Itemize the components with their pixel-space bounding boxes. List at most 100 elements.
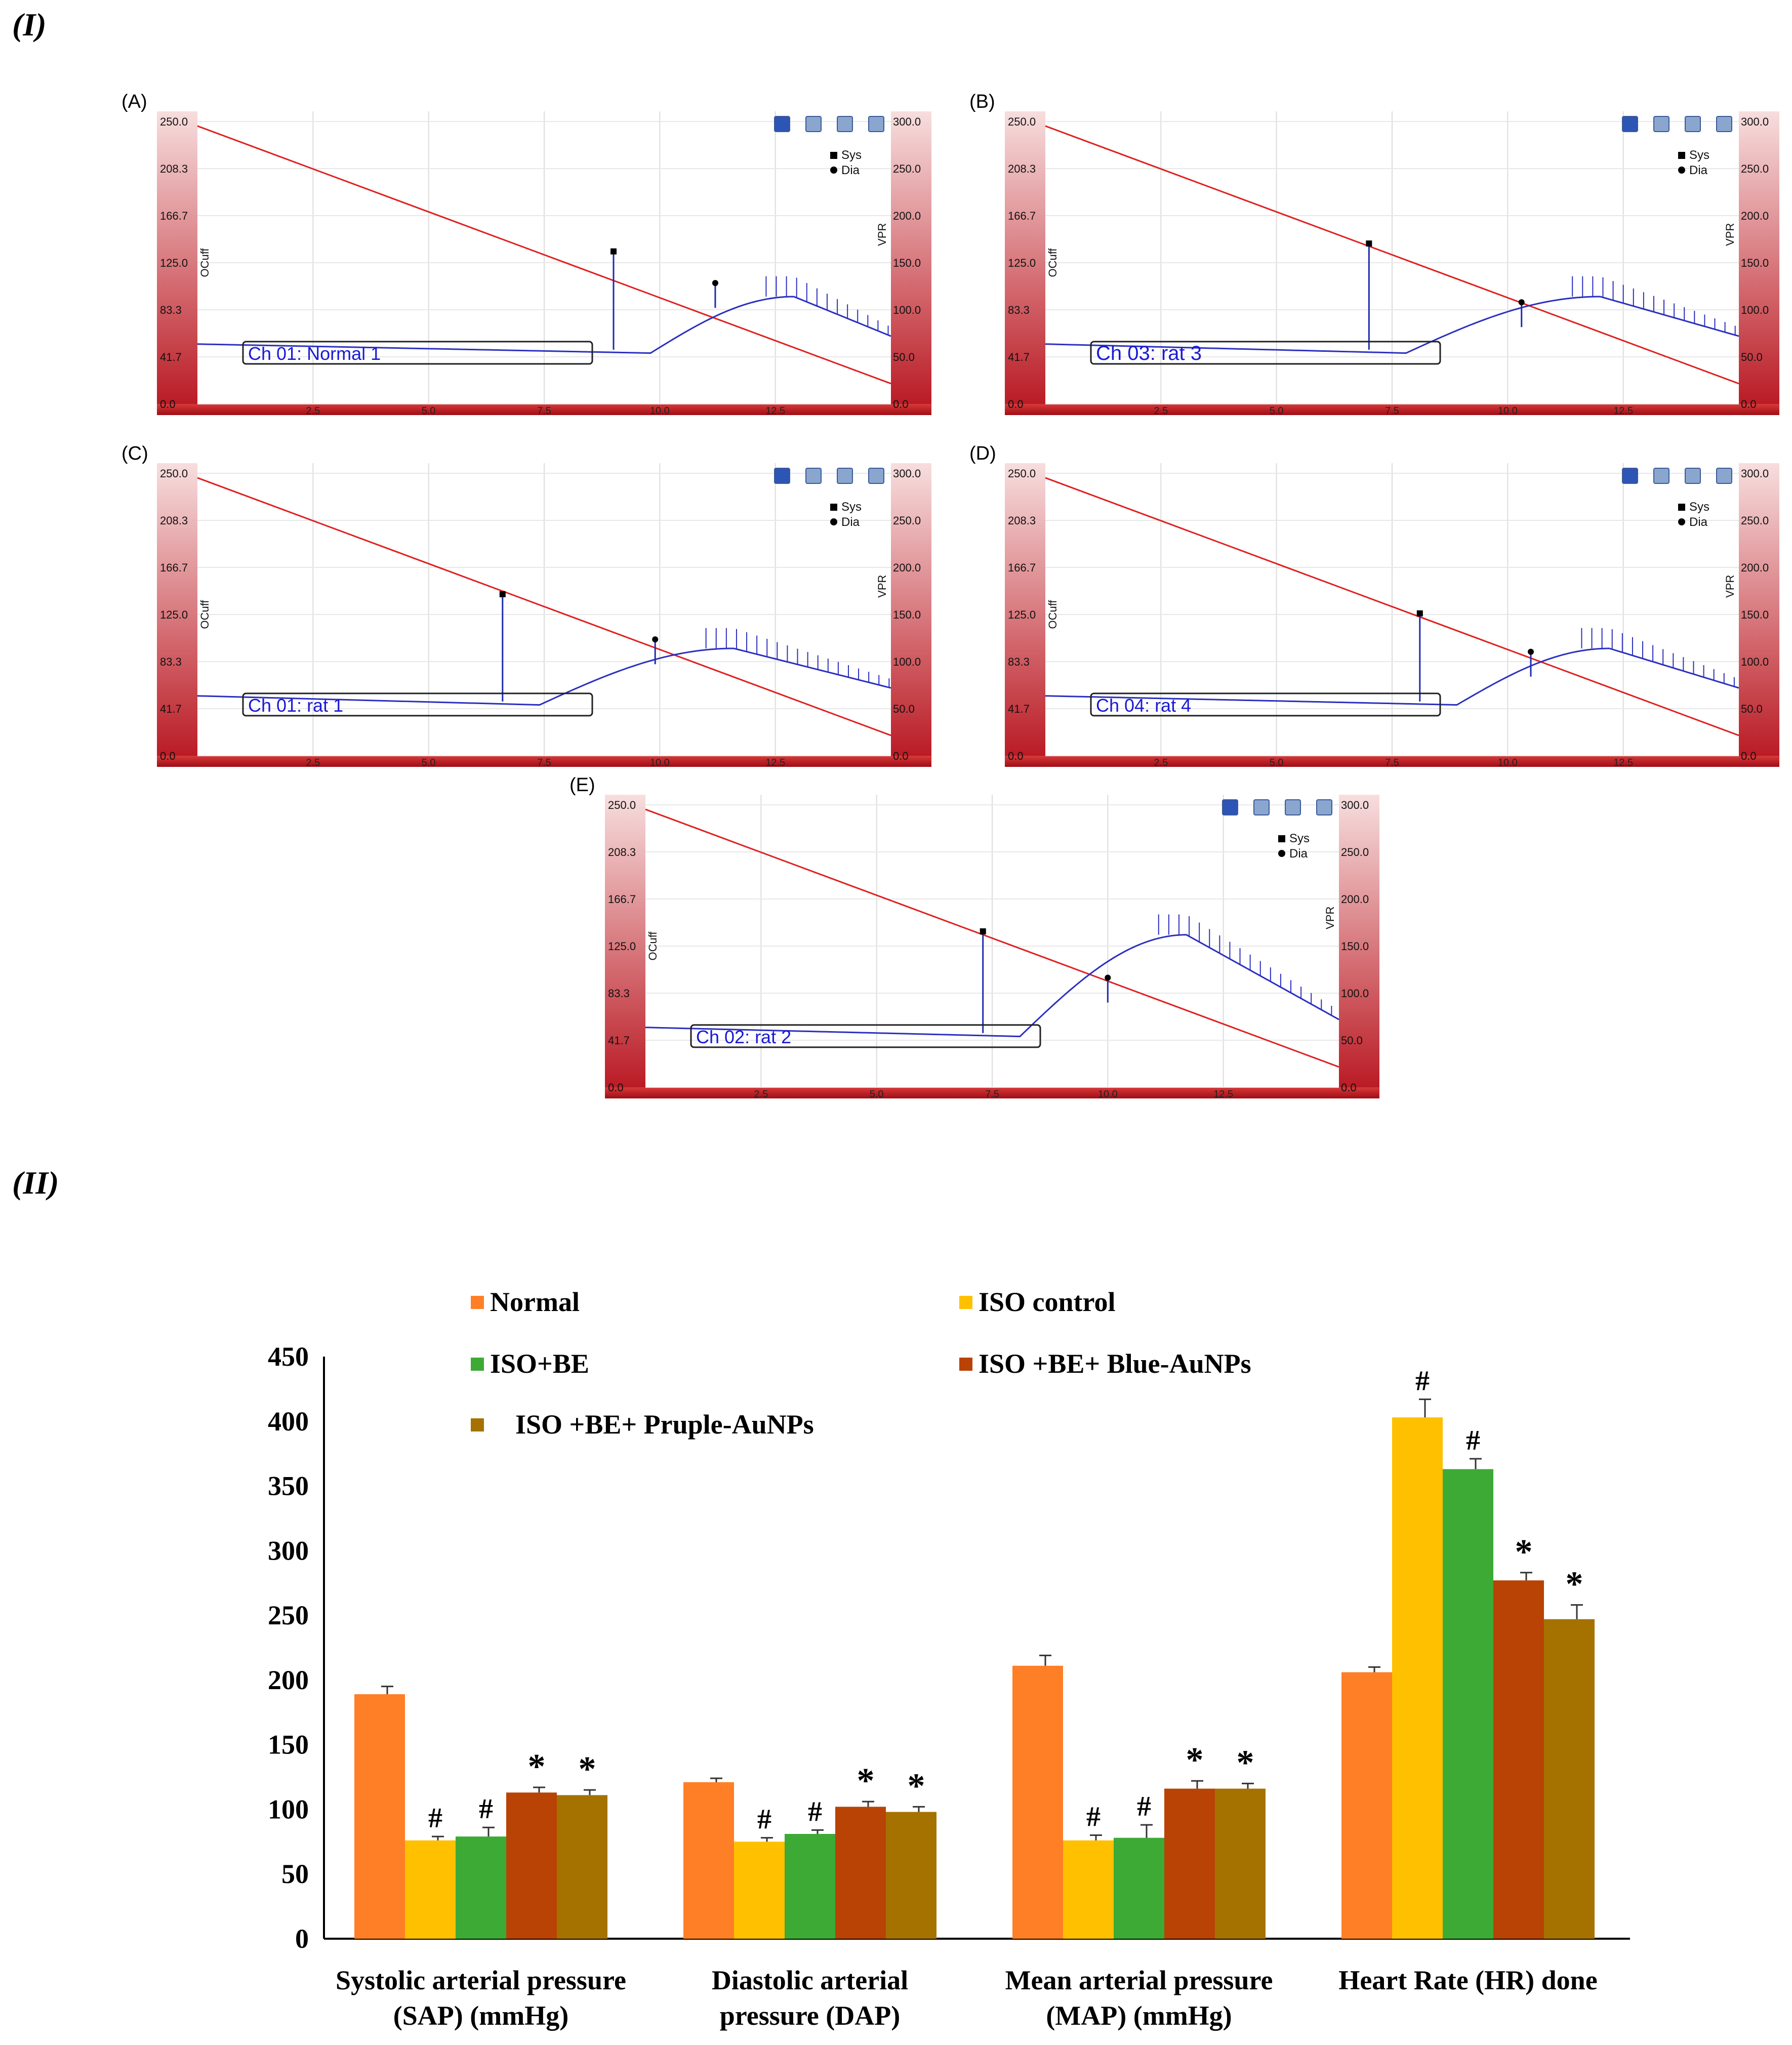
dia-marker: [1105, 974, 1111, 981]
copy-icon[interactable]: [1685, 468, 1701, 484]
category-label: (MAP) (mmHg): [1046, 2000, 1232, 2031]
left-axis-band: [605, 795, 645, 1098]
channel-label: Ch 01: rat 1: [248, 695, 343, 716]
left-tick-label: 208.3: [160, 162, 188, 175]
image-icon[interactable]: [1653, 116, 1669, 132]
right-tick-label: 100.0: [1341, 987, 1369, 1000]
save-icon[interactable]: [1622, 468, 1638, 484]
left-tick-label: 41.7: [608, 1034, 630, 1047]
bar: [1544, 1619, 1595, 1939]
recording-panel: 0.0 41.7 83.3 125.0 166.7 208.3 250.0 0.0 50.0 10…: [157, 111, 931, 415]
y-tick-label: 150: [268, 1730, 309, 1760]
sys-legend-icon: [830, 152, 837, 159]
print-icon[interactable]: [1316, 799, 1332, 815]
left-tick-label: 125.0: [608, 940, 636, 953]
copy-icon[interactable]: [1285, 799, 1301, 815]
right-axis-title: VPR: [876, 575, 888, 598]
bottom-axis-band: [605, 1087, 1379, 1098]
legend-sys-label: Sys: [1689, 148, 1709, 162]
left-tick-label: 0.0: [160, 750, 176, 762]
image-icon[interactable]: [1653, 468, 1669, 484]
significance-mark: #: [757, 1804, 771, 1835]
y-tick-label: 200: [268, 1665, 309, 1695]
save-icon[interactable]: [1222, 799, 1238, 815]
channel-label-box: [242, 692, 593, 717]
right-tick-label: 50.0: [1341, 1034, 1363, 1047]
channel-label: Ch 03: rat 3: [1096, 342, 1202, 364]
legend-label: ISO +BE+ Blue-AuNPs: [979, 1348, 1251, 1379]
left-tick-label: 41.7: [1008, 703, 1030, 715]
print-icon[interactable]: [868, 116, 884, 132]
right-tick-label: 200.0: [1741, 210, 1769, 222]
x-tick-label: 7.5: [985, 1089, 999, 1098]
print-icon[interactable]: [1716, 468, 1732, 484]
legend-sys-label: Sys: [1289, 832, 1310, 845]
y-tick-label: 250: [268, 1600, 309, 1630]
left-tick-label: 83.3: [160, 304, 182, 316]
copy-icon[interactable]: [837, 468, 853, 484]
dia-legend-icon: [830, 167, 837, 174]
bar: [506, 1792, 557, 1939]
right-tick-label: 150.0: [893, 608, 921, 621]
left-axis-band: [157, 463, 197, 767]
x-tick-label: 5.0: [1270, 405, 1284, 415]
y-tick-label: 400: [268, 1406, 309, 1437]
left-tick-label: 250.0: [1008, 115, 1036, 128]
vpr-trace: [645, 934, 1339, 1038]
significance-mark: #: [1415, 1365, 1430, 1397]
vpr-trace: [197, 296, 891, 354]
left-tick-label: 41.7: [160, 703, 182, 715]
channel-label: Ch 01: Normal 1: [248, 343, 381, 364]
copy-icon[interactable]: [1685, 116, 1701, 132]
image-icon[interactable]: [1253, 799, 1270, 815]
left-tick-label: 166.7: [160, 210, 188, 222]
image-icon[interactable]: [805, 468, 822, 484]
right-axis-band: [1739, 463, 1779, 767]
legend-swatch: [471, 1358, 484, 1371]
right-tick-label: 0.0: [893, 750, 909, 762]
copy-icon[interactable]: [837, 116, 853, 132]
right-tick-label: 300.0: [1741, 467, 1769, 480]
left-tick-label: 83.3: [1008, 656, 1030, 668]
bar: [683, 1782, 734, 1939]
right-tick-label: 250.0: [1341, 846, 1369, 858]
x-tick-label: 2.5: [1154, 757, 1168, 767]
channel-label-box: [1090, 341, 1441, 365]
bar: [1341, 1672, 1392, 1939]
bar: [835, 1807, 886, 1939]
save-icon[interactable]: [1622, 116, 1638, 132]
sys-marker: [499, 591, 506, 597]
x-tick-label: 5.0: [422, 757, 436, 767]
significance-mark: *: [1566, 1565, 1583, 1604]
left-tick-label: 125.0: [160, 257, 188, 269]
save-icon[interactable]: [774, 116, 790, 132]
left-tick-label: 208.3: [160, 514, 188, 527]
y-tick-label: 300: [268, 1535, 309, 1566]
right-tick-label: 200.0: [893, 210, 921, 222]
left-axis-band: [1005, 111, 1045, 415]
left-tick-label: 41.7: [160, 351, 182, 363]
print-icon[interactable]: [868, 468, 884, 484]
left-axis-band: [1005, 463, 1045, 767]
print-icon[interactable]: [1716, 116, 1732, 132]
legend-sys-label: Sys: [841, 500, 862, 514]
dia-marker: [712, 280, 718, 287]
right-tick-label: 100.0: [893, 304, 921, 316]
right-axis-title: VPR: [876, 223, 888, 246]
bar: [1215, 1788, 1266, 1939]
left-axis-title: OCuff: [646, 931, 659, 961]
significance-mark: *: [528, 1747, 546, 1786]
bar-chart: 0 50 100 150 200 250 300 350 400 450 Normal ISO con…: [268, 1287, 1630, 2031]
sys-marker: [980, 928, 986, 934]
significance-mark: *: [857, 1762, 875, 1801]
x-tick-label: 5.0: [422, 405, 436, 415]
right-tick-label: 50.0: [1741, 703, 1763, 715]
bar: [557, 1795, 607, 1939]
save-icon[interactable]: [774, 468, 790, 484]
significance-mark: #: [428, 1803, 442, 1834]
right-tick-label: 250.0: [893, 514, 921, 527]
image-icon[interactable]: [805, 116, 822, 132]
bar: [1392, 1417, 1443, 1939]
left-axis-title: OCuff: [198, 600, 211, 629]
left-tick-label: 166.7: [160, 561, 188, 574]
